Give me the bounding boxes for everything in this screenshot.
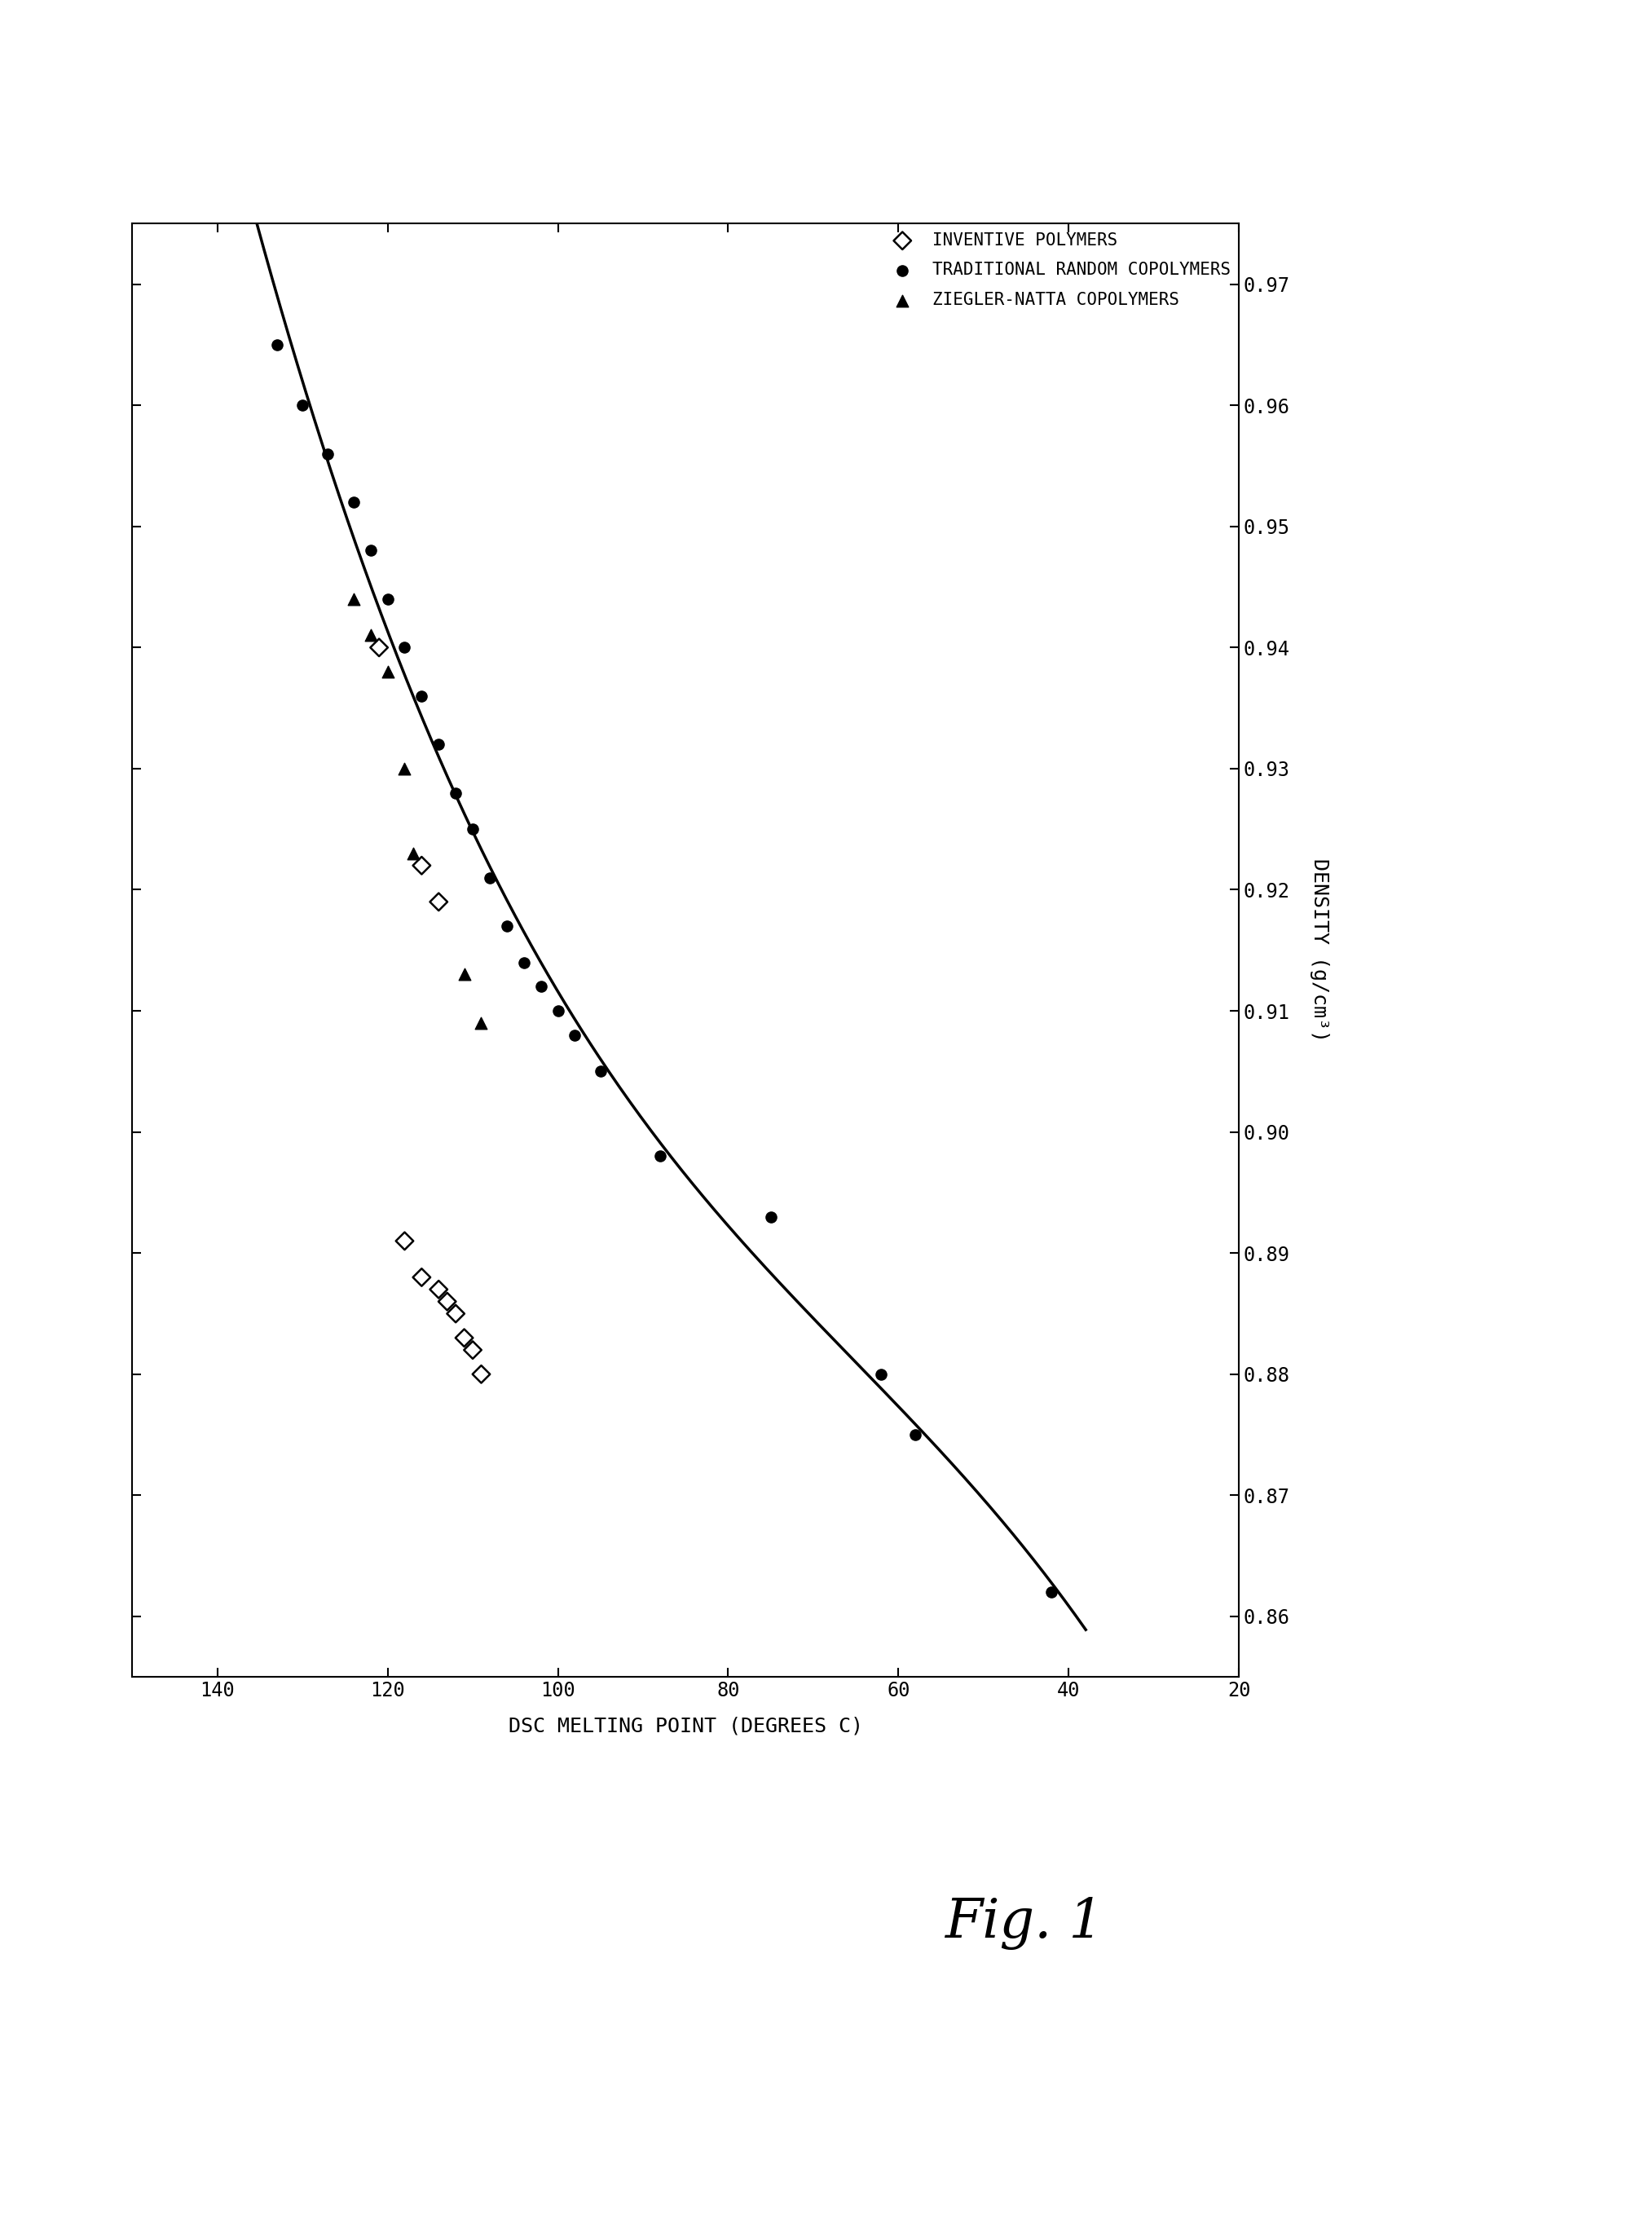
TRADITIONAL RANDOM COPOLYMERS bbox=[264, 326, 291, 362]
TRADITIONAL RANDOM COPOLYMERS bbox=[869, 1357, 895, 1393]
TRADITIONAL RANDOM COPOLYMERS bbox=[408, 678, 434, 713]
INVENTIVE POLYMERS bbox=[468, 1357, 494, 1393]
ZIEGLER-NATTA COPOLYMERS bbox=[400, 836, 426, 872]
TRADITIONAL RANDOM COPOLYMERS bbox=[648, 1138, 674, 1174]
TRADITIONAL RANDOM COPOLYMERS bbox=[426, 727, 453, 762]
ZIEGLER-NATTA COPOLYMERS bbox=[451, 957, 477, 993]
ZIEGLER-NATTA COPOLYMERS bbox=[375, 653, 401, 689]
ZIEGLER-NATTA COPOLYMERS bbox=[392, 751, 418, 787]
INVENTIVE POLYMERS bbox=[451, 1319, 477, 1355]
ZIEGLER-NATTA COPOLYMERS bbox=[340, 581, 367, 617]
ZIEGLER-NATTA COPOLYMERS bbox=[468, 1004, 494, 1040]
TRADITIONAL RANDOM COPOLYMERS bbox=[340, 485, 367, 521]
Legend: INVENTIVE POLYMERS, TRADITIONAL RANDOM COPOLYMERS, ZIEGLER-NATTA COPOLYMERS: INVENTIVE POLYMERS, TRADITIONAL RANDOM C… bbox=[890, 233, 1231, 309]
TRADITIONAL RANDOM COPOLYMERS bbox=[510, 944, 537, 979]
INVENTIVE POLYMERS bbox=[426, 883, 453, 919]
TRADITIONAL RANDOM COPOLYMERS bbox=[758, 1198, 785, 1234]
INVENTIVE POLYMERS bbox=[365, 631, 392, 666]
INVENTIVE POLYMERS bbox=[434, 1283, 461, 1319]
TRADITIONAL RANDOM COPOLYMERS bbox=[527, 968, 553, 1004]
TRADITIONAL RANDOM COPOLYMERS bbox=[375, 581, 401, 617]
Y-axis label: DENSITY (g/cm³): DENSITY (g/cm³) bbox=[1310, 859, 1330, 1042]
TRADITIONAL RANDOM COPOLYMERS bbox=[902, 1418, 928, 1453]
INVENTIVE POLYMERS bbox=[408, 847, 434, 883]
INVENTIVE POLYMERS bbox=[443, 1295, 469, 1330]
INVENTIVE POLYMERS bbox=[392, 1223, 418, 1259]
INVENTIVE POLYMERS bbox=[459, 1333, 486, 1368]
TRADITIONAL RANDOM COPOLYMERS bbox=[392, 631, 418, 666]
TRADITIONAL RANDOM COPOLYMERS bbox=[316, 436, 342, 472]
TRADITIONAL RANDOM COPOLYMERS bbox=[562, 1017, 588, 1053]
ZIEGLER-NATTA COPOLYMERS bbox=[357, 617, 383, 653]
TRADITIONAL RANDOM COPOLYMERS bbox=[1039, 1574, 1066, 1610]
INVENTIVE POLYMERS bbox=[426, 1272, 453, 1308]
TRADITIONAL RANDOM COPOLYMERS bbox=[459, 812, 486, 847]
Text: Fig. 1: Fig. 1 bbox=[945, 1896, 1104, 1950]
TRADITIONAL RANDOM COPOLYMERS bbox=[545, 993, 572, 1029]
TRADITIONAL RANDOM COPOLYMERS bbox=[494, 908, 520, 944]
X-axis label: DSC MELTING POINT (DEGREES C): DSC MELTING POINT (DEGREES C) bbox=[509, 1717, 862, 1735]
TRADITIONAL RANDOM COPOLYMERS bbox=[443, 776, 469, 812]
INVENTIVE POLYMERS bbox=[408, 1259, 434, 1295]
TRADITIONAL RANDOM COPOLYMERS bbox=[476, 859, 502, 894]
TRADITIONAL RANDOM COPOLYMERS bbox=[289, 387, 316, 423]
TRADITIONAL RANDOM COPOLYMERS bbox=[357, 532, 383, 568]
TRADITIONAL RANDOM COPOLYMERS bbox=[586, 1053, 613, 1089]
